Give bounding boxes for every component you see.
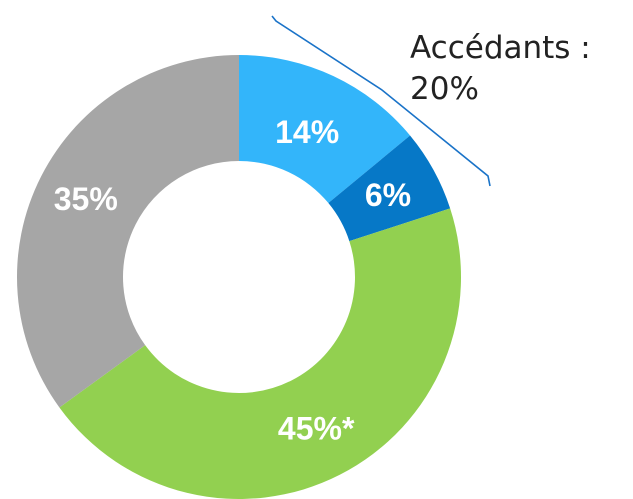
annotation-line-2: 20% — [410, 71, 479, 107]
donut-slice-2 — [328, 135, 451, 242]
slice-label-3: 45%* — [278, 410, 355, 446]
donut-slice-3 — [59, 208, 461, 499]
annotation-line-1: Accédants : — [410, 30, 591, 66]
slice-label-1: 14% — [275, 114, 339, 150]
slice-label-4: 35% — [54, 181, 118, 217]
donut-slice-4 — [17, 55, 239, 408]
donut-slice-1 — [239, 55, 411, 204]
slice-labels: 14% 6% 45%* 35% — [54, 114, 411, 446]
donut-slices — [17, 55, 461, 499]
slice-label-2: 6% — [365, 177, 411, 213]
accedants-bracket — [271, 15, 491, 187]
